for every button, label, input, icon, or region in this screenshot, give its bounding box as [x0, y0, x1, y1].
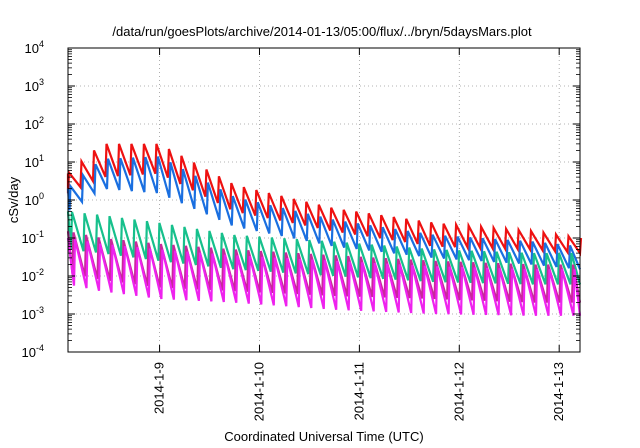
series-line-1	[66, 143, 583, 257]
y-tick-exponent: -3	[36, 305, 44, 315]
y-tick-label: 10-1	[22, 229, 44, 246]
y-tick-label: 10-4	[22, 343, 44, 360]
y-tick-label: 10-2	[22, 267, 44, 284]
x-tick-label: 2014-1-12	[451, 362, 466, 421]
series-line-4	[66, 231, 582, 303]
y-tick-exponent: 0	[39, 191, 44, 201]
series-line-5	[66, 237, 582, 316]
y-tick-label: 10-3	[22, 305, 44, 322]
chart-title: /data/run/goesPlots/archive/2014-01-13/0…	[112, 24, 532, 39]
y-tick-label: 103	[25, 77, 44, 94]
x-tick-label: 2014-1-13	[551, 362, 566, 421]
series-line-3	[66, 211, 582, 285]
y-tick-label: 100	[25, 191, 44, 208]
y-tick-label: 104	[25, 39, 44, 56]
y-tick-exponent: 3	[39, 77, 44, 87]
y-tick-label: 101	[25, 153, 44, 170]
x-axis-label: Coordinated Universal Time (UTC)	[224, 429, 423, 444]
y-tick-exponent: 1	[39, 153, 44, 163]
y-tick-label: 102	[25, 115, 44, 132]
y-tick-exponent: -1	[36, 229, 44, 239]
x-tick-label: 2014-1-11	[351, 362, 366, 420]
series-line-2	[66, 156, 582, 270]
series-layer	[66, 143, 583, 316]
y-tick-exponent: -2	[36, 267, 44, 277]
y-tick-exponent: 4	[39, 39, 44, 49]
y-tick-exponent: 2	[39, 115, 44, 125]
x-tick-label: 2014-1-10	[251, 362, 266, 421]
y-axis-label: cSv/day	[6, 176, 21, 223]
x-tick-label: 2014-1-9	[152, 362, 167, 414]
y-tick-exponent: -4	[36, 343, 44, 353]
